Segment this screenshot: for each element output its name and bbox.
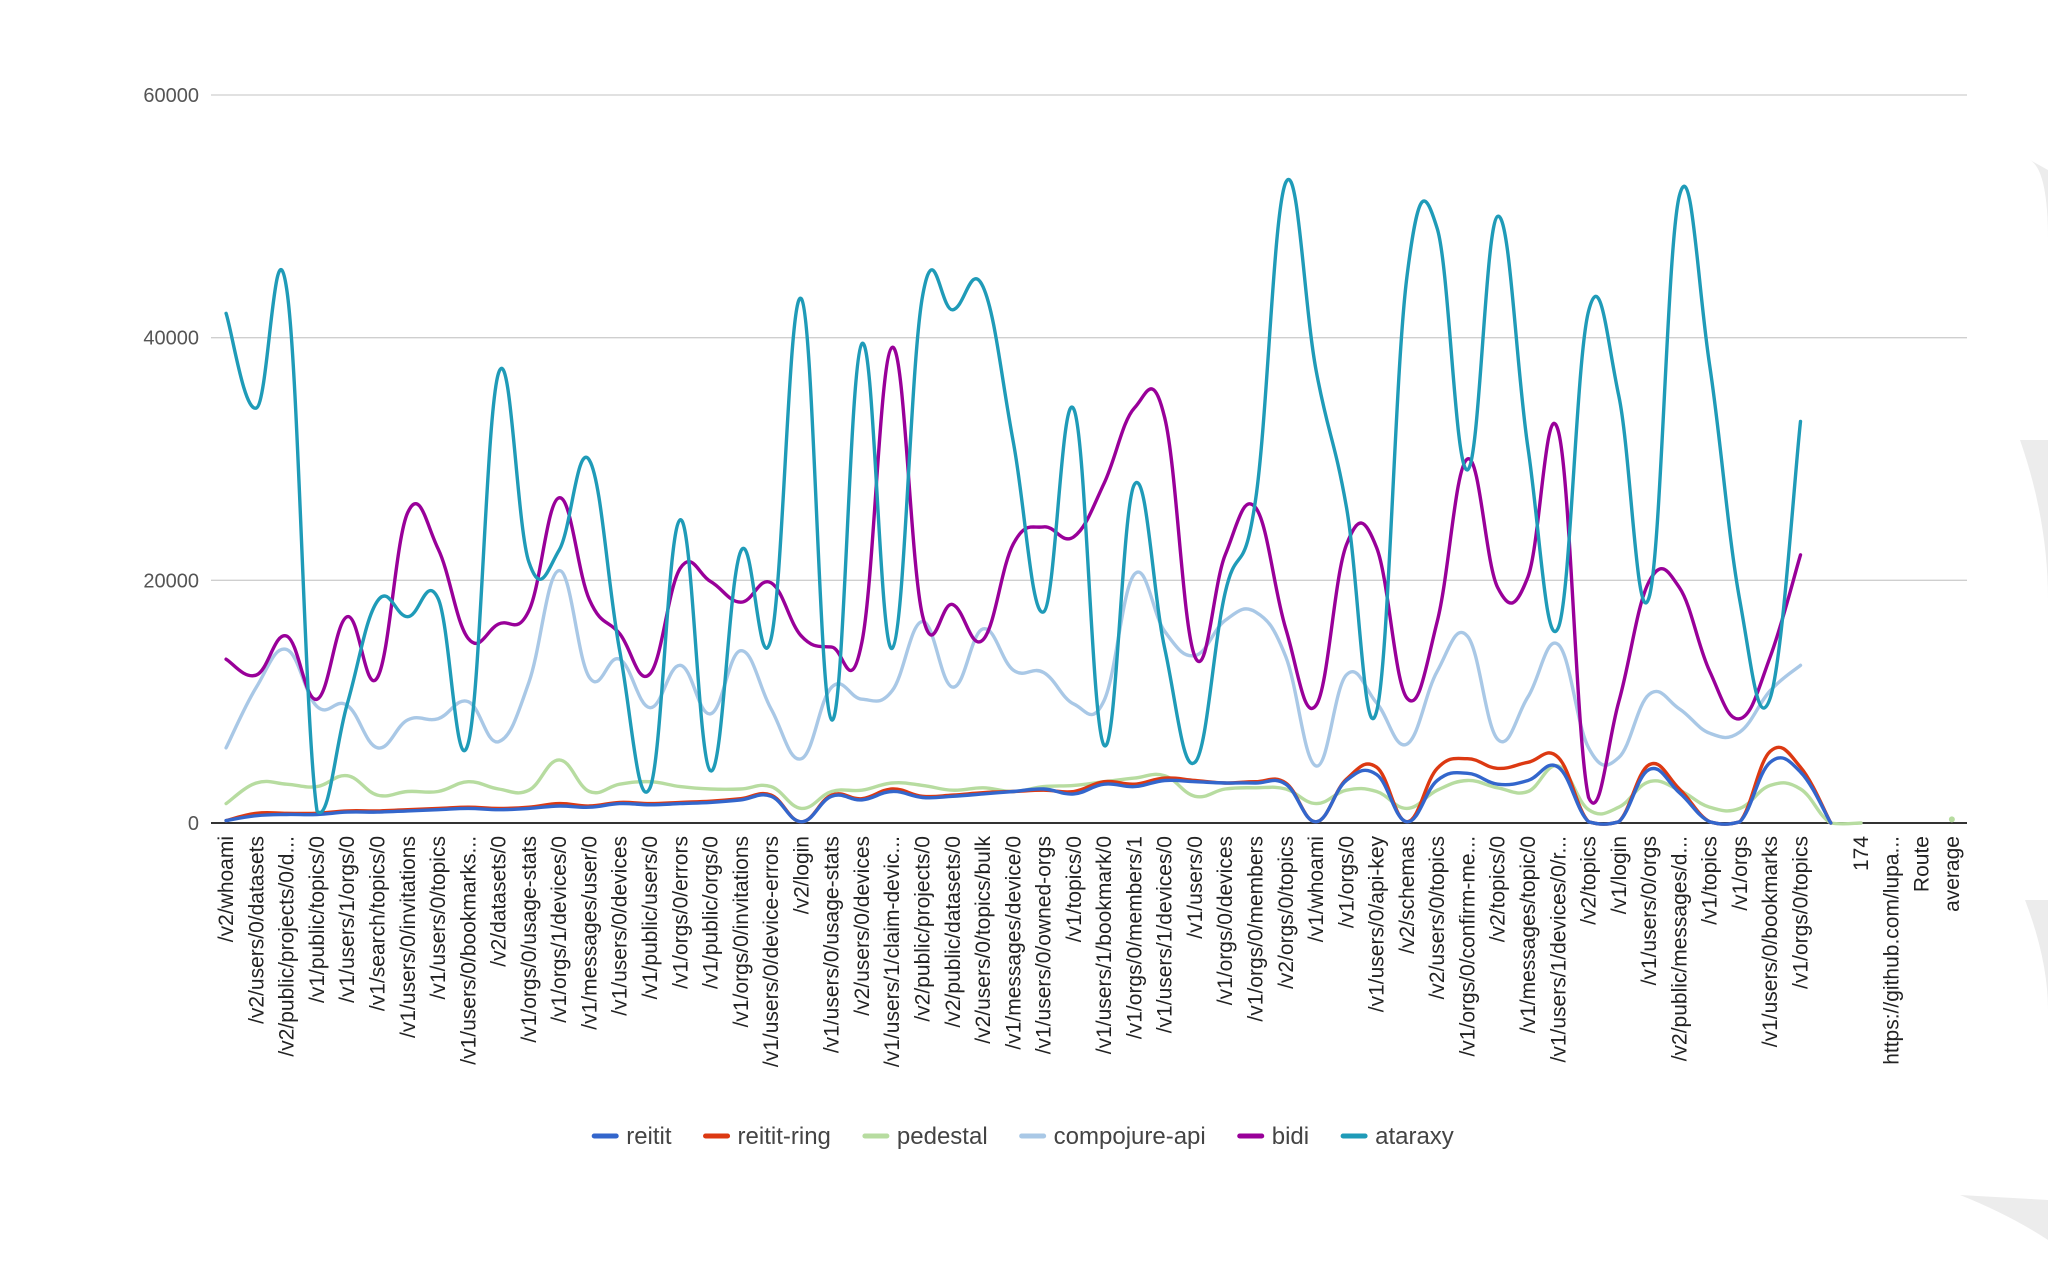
x-tick-label: Route (1911, 836, 1934, 892)
x-tick-label: /v1/orgs/0/topics (1790, 836, 1813, 989)
x-tick-label: /v1/public/topics/0 (306, 836, 329, 1003)
x-tick-label: /v2/public/datasets/0 (942, 836, 965, 1027)
x-tick-label: /v1/orgs/0/errors (669, 836, 692, 989)
x-tick-label: /v1/users/0/devices (609, 836, 632, 1016)
x-tick-label: /v1/topics (1699, 836, 1722, 925)
series-point-pedestal (1948, 816, 1955, 823)
background-decoration (1960, 160, 2048, 1240)
series-line-reitit-ring (224, 745, 1833, 826)
x-tick-label: /v2/login (790, 836, 813, 914)
x-tick-label: /v1/users/1/claim-devic... (881, 836, 904, 1067)
x-tick-label: /v1/users/0/usage-stats (821, 836, 844, 1053)
x-tick-label: /v1/whoami (1305, 836, 1328, 942)
x-tick-label: /v2/schemas (1396, 836, 1419, 954)
x-tick-label: /v2/whoami (215, 836, 238, 942)
x-tick-label: /v1/orgs/1/devices/0 (548, 836, 571, 1023)
x-tick-label: /v1/users/0/bookmarks (1759, 836, 1782, 1047)
x-tick-label: /v2/users/0/topics (1426, 836, 1449, 999)
legend: reitit reitit-ring pedestal compojure-api bi… (591, 1123, 1454, 1150)
legend-label-pedestal: pedestal (897, 1123, 988, 1150)
x-tick-label: average (1941, 836, 1964, 912)
x-tick-label: /v1/users/0/invitations (397, 836, 420, 1038)
x-axis-ticks: /v2/whoami/v2/users/0/datasets/v2/public… (215, 835, 1964, 1067)
x-tick-label: /v1/users/1/orgs/0 (336, 836, 359, 1003)
x-tick-label: /v2/datasets/0 (488, 836, 511, 967)
legend-label-ataraxy: ataraxy (1375, 1123, 1454, 1150)
series-line-ataraxy (224, 177, 1803, 815)
x-tick-label: /v1/search/topics/0 (367, 836, 390, 1011)
x-tick-label: /v1/orgs/0/members (1245, 836, 1268, 1022)
x-tick-label: /v1/users/0 (1184, 836, 1207, 939)
y-tick-label: 20000 (143, 570, 199, 592)
series-line-compojure-api (224, 568, 1803, 768)
x-tick-label: /v1/users/0/api-key (1366, 835, 1389, 1012)
x-tick-label: /v1/messages/user/0 (578, 836, 601, 1030)
legend-label-reitit: reitit (626, 1123, 672, 1150)
x-tick-label: /v2/users/0/datasets (245, 836, 268, 1024)
x-tick-label: /v2/users/0/devices (851, 836, 874, 1016)
x-tick-label: /v1/topics/0 (1063, 836, 1086, 942)
y-tick-label: 40000 (143, 328, 199, 350)
x-tick-label: /v1/users/1/devices/0/r... (1547, 836, 1570, 1062)
y-axis-ticks: 0 20000 40000 60000 (143, 85, 199, 835)
x-tick-label: /v1/orgs/0/usage-stats (518, 836, 541, 1043)
x-tick-label: /v2/public/messages/d... (1668, 836, 1691, 1061)
x-tick-label: /v1/users/1/devices/0 (1154, 836, 1177, 1033)
x-tick-label: /v2/users/0/topics/bulk (972, 835, 995, 1043)
x-tick-label: /v1/messages/topic/0 (1517, 836, 1540, 1033)
legend-label-bidi: bidi (1272, 1123, 1309, 1150)
x-tick-label: /v2/topics/0 (1487, 836, 1510, 942)
x-tick-label: /v2/public/projects/0/d... (276, 836, 299, 1057)
series-lines (224, 177, 1955, 826)
x-tick-label: /v1/login (1608, 836, 1631, 914)
x-tick-label: /v1/users/0/owned-orgs (1033, 836, 1056, 1054)
x-tick-label: /v1/public/users/0 (639, 836, 662, 999)
x-tick-label: /v2/topics (1578, 836, 1601, 925)
series-line-pedestal (224, 758, 1863, 826)
x-tick-label: /v1/users/0/device-errors (760, 836, 783, 1067)
x-tick-label: /v1/orgs/0/invitations (730, 836, 753, 1027)
y-tick-label: 0 (188, 813, 199, 835)
series-line-bidi (224, 345, 1803, 805)
x-tick-label: /v1/orgs/0/members/1 (1123, 836, 1146, 1039)
series-line-reitit (224, 756, 1833, 826)
x-tick-label: /v1/orgs/0 (1335, 836, 1358, 928)
x-tick-label: 174 (1850, 836, 1873, 871)
x-tick-label: /v1/orgs/0/devices (1214, 836, 1237, 1005)
x-tick-label: /v1/users/0/bookmarks... (457, 836, 480, 1065)
x-tick-label: /v1/users/1/bookmark/0 (1093, 836, 1116, 1054)
x-tick-label: /v1/users/0/orgs (1638, 836, 1661, 985)
x-tick-label: /v1/users/0/topics (427, 836, 450, 999)
legend-label-reitit-ring: reitit-ring (738, 1123, 831, 1150)
x-tick-label: /v1/orgs (1729, 836, 1752, 911)
x-tick-label: /v2/orgs/0/topics (1275, 836, 1298, 989)
legend-label-compojure-api: compojure-api (1054, 1123, 1206, 1150)
x-tick-label: /v2/public/projects/0 (912, 836, 935, 1022)
y-tick-label: 60000 (143, 85, 199, 107)
x-tick-label: /v1/orgs/0/confirm-me... (1456, 836, 1479, 1057)
x-tick-label: /v1/public/orgs/0 (700, 836, 723, 989)
x-tick-label: /v1/messages/device/0 (1002, 836, 1025, 1050)
x-tick-label: https://github.com/lupa... (1880, 836, 1903, 1065)
